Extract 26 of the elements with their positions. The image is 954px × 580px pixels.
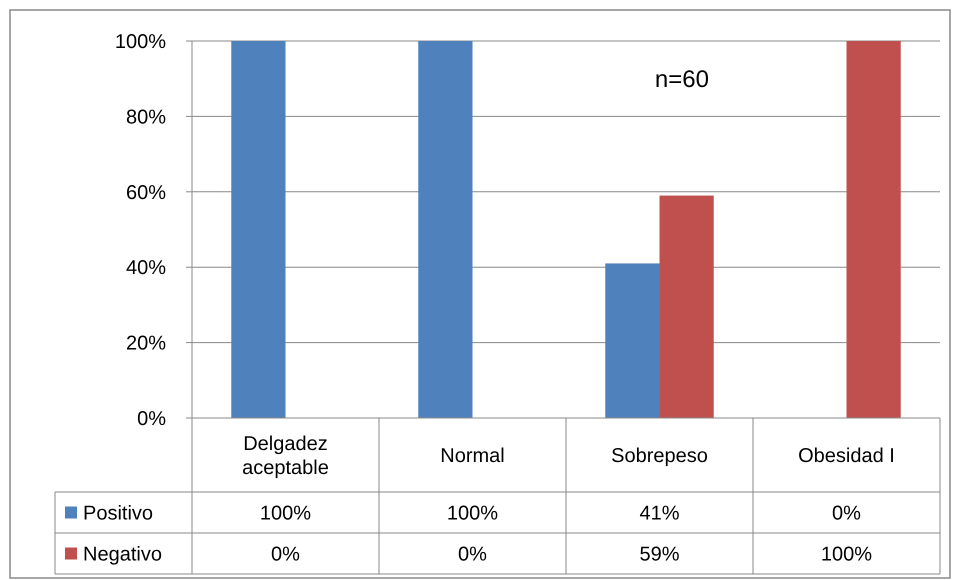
x-tick-label: Delgadez aceptable <box>242 433 329 479</box>
bar <box>660 196 714 418</box>
x-tick-label: Normal <box>440 445 505 467</box>
data-label: 100% <box>260 502 312 524</box>
y-tick-label: 0% <box>137 408 166 430</box>
x-tick-label: Obesidad I <box>798 445 895 467</box>
data-label: 0% <box>271 544 300 566</box>
x-tick-label: Sobrepeso <box>611 445 708 467</box>
legend-label: Positivo <box>83 502 154 524</box>
data-label: 0% <box>832 502 862 524</box>
data-label: 100% <box>820 544 872 566</box>
annotation: n=60 <box>654 66 709 94</box>
bar <box>231 41 286 418</box>
y-tick-label: 80% <box>126 106 166 128</box>
data-label: 0% <box>458 544 488 566</box>
legend-label: Negativo <box>83 544 162 566</box>
data-label: 41% <box>639 502 680 524</box>
y-tick-label: 100% <box>114 31 166 53</box>
data-label: 100% <box>446 502 498 524</box>
y-tick-label: 20% <box>126 332 166 355</box>
bar <box>418 41 472 418</box>
data-label: 59% <box>639 544 680 566</box>
bar <box>605 263 660 418</box>
bar <box>846 41 901 418</box>
y-tick-label: 40% <box>126 257 166 280</box>
y-tick-label: 60% <box>126 182 166 204</box>
